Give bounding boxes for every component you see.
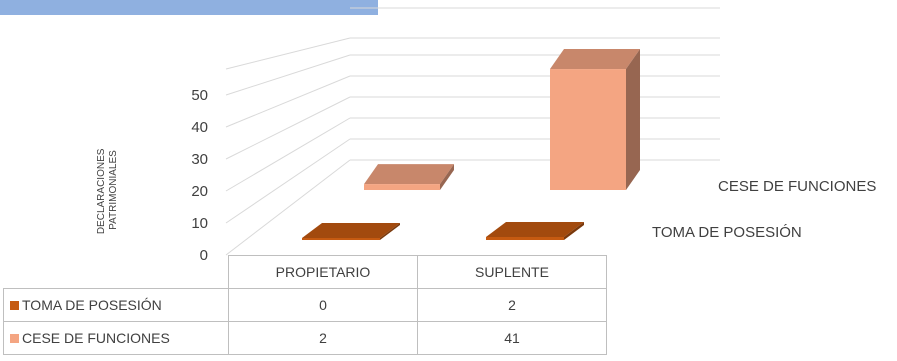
table-header-row: PROPIETARIO SUPLENTE xyxy=(4,255,607,289)
gridline-side xyxy=(225,37,351,70)
bar-top-face xyxy=(486,222,584,237)
gridline-side xyxy=(225,138,351,224)
gridline-side xyxy=(225,75,351,128)
bar-side-face xyxy=(626,49,640,190)
table-header-suplente: SUPLENTE xyxy=(417,255,607,289)
legend-swatch-cese xyxy=(10,334,19,343)
series-depth-labels: CESE DE FUNCIONES TOMA DE POSESIÓN xyxy=(652,178,876,241)
bars xyxy=(302,49,640,240)
legend-label-toma: TOMA DE POSESIÓN xyxy=(22,297,162,313)
bar-top-face xyxy=(302,223,400,238)
bar-front-face xyxy=(486,237,564,240)
table-header-propietario: PROPIETARIO xyxy=(228,255,418,289)
table-cell: 41 xyxy=(417,321,607,355)
table-row-label: CESE DE FUNCIONES xyxy=(3,321,229,355)
bar-front-face xyxy=(550,69,626,190)
y-axis-ticks: 0 10 20 30 40 50 xyxy=(191,87,208,264)
legend-label-cese: CESE DE FUNCIONES xyxy=(22,330,170,346)
y-tick-label: 0 xyxy=(200,247,208,264)
bar-side-face xyxy=(564,222,584,240)
bar-side-face xyxy=(440,164,454,190)
gridline-side xyxy=(225,159,351,256)
data-table: PROPIETARIO SUPLENTE TOMA DE POSESIÓN 0 … xyxy=(3,255,607,355)
table-row: CESE DE FUNCIONES 2 41 xyxy=(3,321,607,355)
bar-toma-propietario xyxy=(302,223,400,240)
y-tick-label: 30 xyxy=(191,151,208,168)
y-tick-label: 20 xyxy=(191,183,208,200)
table-cell: 2 xyxy=(228,321,418,355)
table-row-label: TOMA DE POSESIÓN xyxy=(3,288,229,322)
y-tick-label: 50 xyxy=(191,87,208,104)
side-wall-gridlines xyxy=(225,37,351,256)
gridline-side xyxy=(225,96,351,160)
gridline-side xyxy=(225,54,351,96)
table-cell: 2 xyxy=(417,288,607,322)
y-axis-label: DECLARACIONES PATRIMONIALES xyxy=(96,146,119,234)
bar-toma-suplente xyxy=(486,222,584,240)
y-tick-label: 10 xyxy=(191,215,208,232)
table-row: TOMA DE POSESIÓN 0 2 xyxy=(3,288,607,322)
back-wall-gridlines xyxy=(350,7,720,161)
bar-top-face xyxy=(550,49,640,70)
bar-cese-suplente xyxy=(550,49,640,190)
bar-top-face xyxy=(364,164,454,185)
bar-front-face xyxy=(302,238,380,240)
depth-label-toma: TOMA DE POSESIÓN xyxy=(652,224,802,241)
y-axis-label-line2: PATRIMONIALES xyxy=(108,150,119,230)
table-corner xyxy=(4,256,229,289)
legend-swatch-toma xyxy=(10,301,19,310)
depth-label-cese: CESE DE FUNCIONES xyxy=(718,178,876,195)
bar-front-face xyxy=(364,184,440,190)
bar-cese-propietario xyxy=(364,164,454,190)
gridline-side xyxy=(225,117,351,192)
y-tick-label: 40 xyxy=(191,119,208,136)
bar-side-face xyxy=(380,223,400,240)
y-axis-label-line1: DECLARACIONES xyxy=(96,148,107,234)
header-banner xyxy=(0,0,378,15)
table-cell: 0 xyxy=(228,288,418,322)
